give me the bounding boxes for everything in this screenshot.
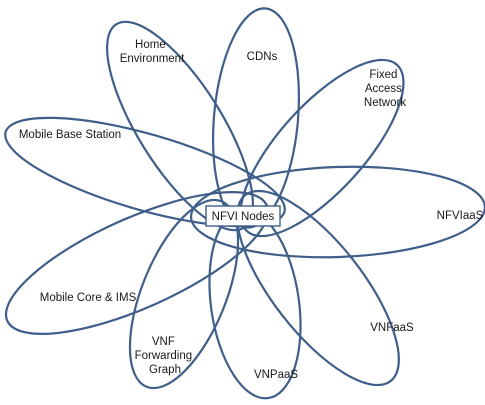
petal-nfviaas-label: NFVIaaS — [437, 210, 484, 222]
petal-vnfaas-ellipse — [236, 189, 400, 387]
petal-fixed-access-network-label: Fixed Access Network — [364, 69, 406, 109]
petal-cdns-ellipse — [211, 7, 301, 229]
petal-mobile-base-station-ellipse — [4, 116, 286, 228]
petal-vnpaas: VNPaaS — [208, 208, 302, 400]
petal-vnf-forwarding-graph-ellipse — [128, 198, 240, 390]
petal-mobile-core-ims: Mobile Core & IMS — [4, 191, 270, 335]
petal-cdns-label: CDNs — [247, 51, 278, 63]
petal-vnfaas-label: VNFaaS — [370, 322, 414, 334]
petal-vnf-forwarding-graph: VNF Forwarding Graph — [128, 198, 240, 390]
petal-fixed-access-network-ellipse — [239, 58, 405, 238]
petal-vnf-forwarding-graph-label: VNF Forwarding Graph — [135, 336, 196, 376]
petal-fixed-access-network: Fixed Access Network — [239, 58, 406, 238]
petal-mobile-core-ims-label: Mobile Core & IMS — [40, 292, 137, 304]
petal-mobile-base-station-label: Mobile Base Station — [19, 129, 121, 141]
petal-home-environment-label: Home Environment — [120, 39, 185, 65]
petal-cdns: CDNs — [211, 7, 301, 229]
petal-vnpaas-label: VNPaaS — [254, 369, 298, 381]
center-node: NFVI Nodes — [205, 205, 281, 227]
petal-vnfaas: VNFaaS — [236, 189, 414, 387]
petal-mobile-core-ims-ellipse — [4, 191, 270, 335]
petal-mobile-base-station: Mobile Base Station — [4, 116, 286, 228]
center-node-label: NFVI Nodes — [212, 211, 275, 223]
center-node-box — [205, 205, 281, 227]
